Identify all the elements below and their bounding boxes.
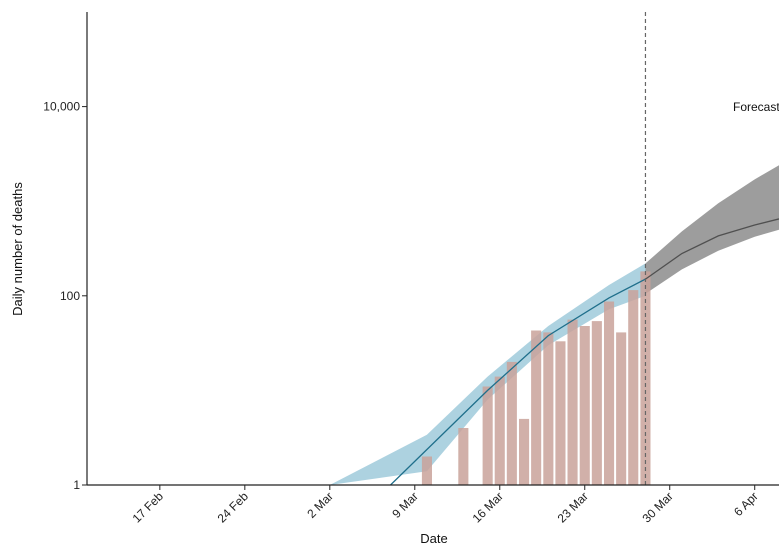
axes bbox=[82, 12, 779, 490]
daily-deaths-bar bbox=[628, 290, 639, 485]
forecast-label: Forecast bbox=[733, 100, 779, 114]
x-tick-label: 30 Mar bbox=[640, 489, 676, 525]
x-tick-label: 17 Feb bbox=[130, 489, 167, 526]
daily-deaths-bar bbox=[604, 301, 615, 485]
x-tick-label: 2 Mar bbox=[304, 489, 336, 521]
daily-deaths-bar bbox=[591, 321, 602, 485]
daily-deaths-bar bbox=[506, 361, 517, 485]
forecast-confidence-band bbox=[645, 165, 779, 294]
y-tick-label: 10,000 bbox=[43, 100, 80, 114]
daily-deaths-bar bbox=[482, 386, 493, 485]
daily-deaths-bar bbox=[555, 341, 566, 485]
x-tick-label: 16 Mar bbox=[470, 489, 506, 525]
x-tick-label: 24 Feb bbox=[215, 489, 252, 526]
x-tick-label: 9 Mar bbox=[389, 489, 421, 521]
y-axis-title: Daily number of deaths bbox=[10, 182, 25, 316]
fit-confidence-band bbox=[329, 263, 646, 485]
trend-lines bbox=[390, 12, 779, 485]
forecast-line bbox=[645, 218, 779, 280]
x-axis-title: Date bbox=[420, 531, 447, 546]
daily-deaths-bar bbox=[421, 456, 432, 485]
daily-deaths-bar bbox=[579, 326, 590, 485]
uncertainty-bands bbox=[329, 165, 779, 485]
fit-line bbox=[390, 278, 646, 485]
daily-deaths-bar bbox=[531, 330, 542, 485]
daily-deaths-bar bbox=[543, 332, 554, 485]
y-tick-label: 100 bbox=[60, 289, 80, 303]
daily-deaths-bar bbox=[616, 332, 627, 485]
x-tick-label: 6 Apr bbox=[731, 489, 761, 519]
daily-deaths-bar bbox=[494, 376, 505, 485]
daily-deaths-bar bbox=[458, 428, 469, 485]
daily-deaths-bar bbox=[519, 418, 530, 485]
y-tick-label: 1 bbox=[73, 478, 80, 492]
daily-deaths-bar bbox=[567, 319, 578, 485]
x-tick-label: 23 Mar bbox=[555, 489, 591, 525]
